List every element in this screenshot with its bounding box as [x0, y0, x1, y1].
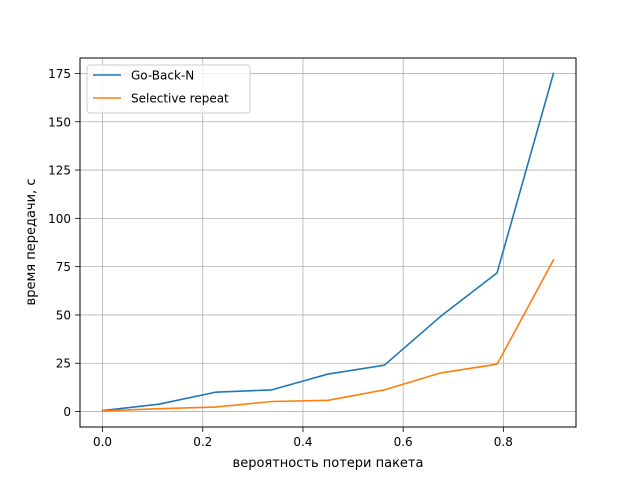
- x-tick-label: 0.2: [193, 435, 212, 449]
- y-tick-label: 175: [48, 67, 71, 81]
- y-tick-label: 150: [48, 115, 71, 129]
- legend-items: Go-Back-N Selective repeat: [93, 69, 229, 106]
- y-tick-label: 50: [56, 308, 71, 322]
- legend-label-1: Go-Back-N: [131, 69, 194, 83]
- y-tick-label: 0: [63, 405, 71, 419]
- legend-box: [86, 64, 251, 114]
- y-tick-label: 125: [48, 164, 71, 178]
- x-tick-label: 0.6: [394, 435, 413, 449]
- legend-label-2: Selective repeat: [131, 92, 229, 106]
- plot-frame: [79, 57, 577, 428]
- x-tick-label: 0.4: [293, 435, 312, 449]
- y-tick-label: 100: [48, 212, 71, 226]
- plot-lines: [101, 72, 555, 412]
- legend: Go-Back-N Selective repeat: [86, 64, 251, 114]
- x-tick-label: 0.8: [494, 435, 513, 449]
- x-tick-label: 0.0: [93, 435, 112, 449]
- axis-ticks: 0.0 0.2 0.4 0.6 0.8 0 25 50 75 100 125 150 175: [48, 67, 513, 449]
- series-line-1: [101, 72, 555, 412]
- y-tick-label: 25: [56, 357, 71, 371]
- y-tick-label: 75: [56, 260, 71, 274]
- x-axis-label: вероятность потери пакета: [233, 456, 424, 471]
- grid: [80, 58, 576, 427]
- series-line-2: [101, 258, 555, 412]
- y-axis-label: время передачи, с: [24, 179, 39, 306]
